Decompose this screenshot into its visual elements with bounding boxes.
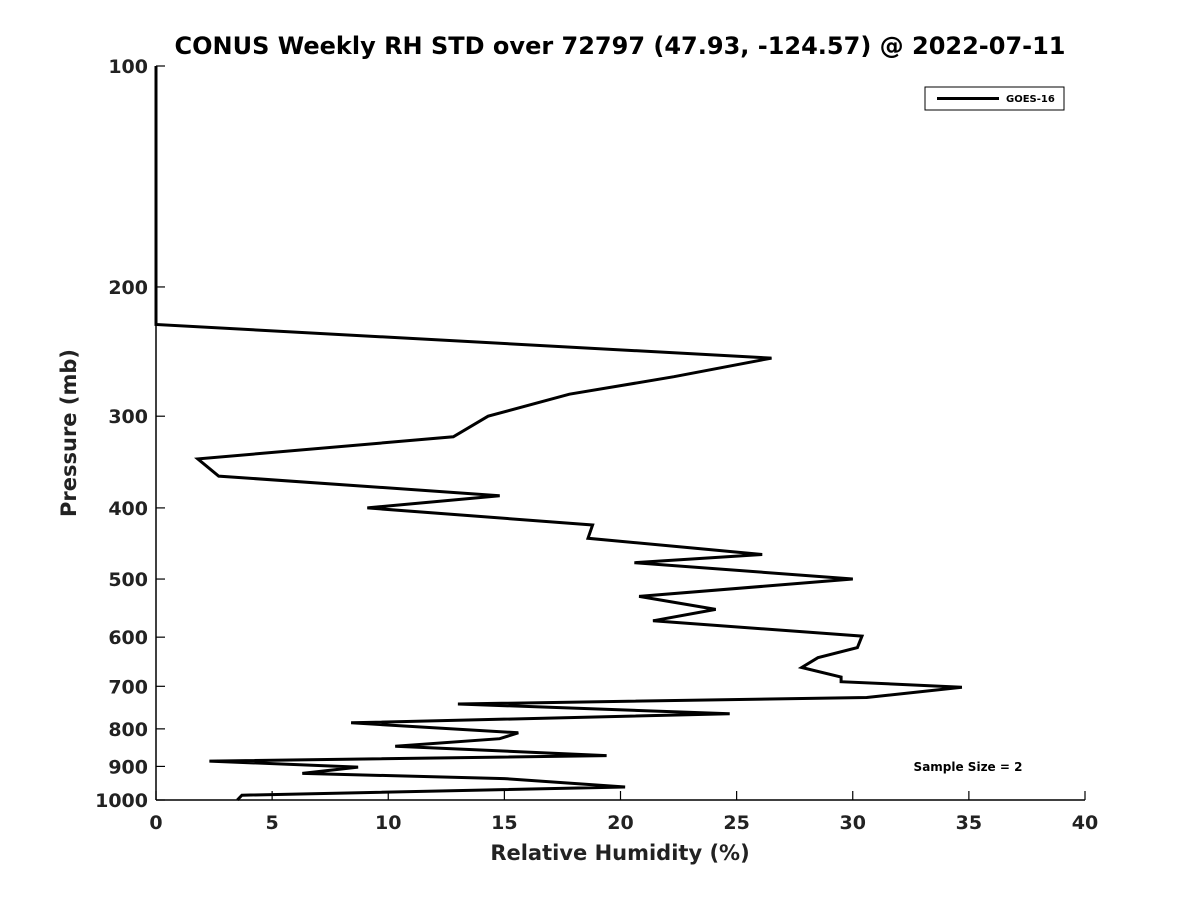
y-axis-label: Pressure (mb) [57,349,81,517]
sample-size-annotation: Sample Size = 2 [914,760,1023,774]
x-tick-label: 40 [1072,812,1098,834]
chart-title: CONUS Weekly RH STD over 72797 (47.93, -… [174,32,1065,60]
x-tick-label: 0 [149,812,162,834]
y-tick-label: 400 [108,498,148,520]
x-tick-label: 35 [956,812,982,834]
y-tick-label: 1000 [95,790,148,812]
x-tick-label: 15 [491,812,517,834]
x-tick-label: 5 [266,812,279,834]
legend-entry-goes-16: GOES-16 [1006,94,1055,105]
legend: GOES-16 [924,86,1065,111]
x-axis-label: Relative Humidity (%) [490,841,749,865]
y-tick-label: 200 [108,277,148,299]
y-tick-label: 900 [108,756,148,778]
x-tick-label: 20 [607,812,633,834]
y-tick-label: 700 [108,676,148,698]
y-tick-label: 800 [108,719,148,741]
x-ticks: 0 5 10 15 20 25 30 35 40 [149,791,1098,834]
x-tick-label: 30 [840,812,866,834]
y-ticks: 100 200 300 400 500 600 700 800 900 1000 [95,56,165,812]
y-tick-label: 500 [108,569,148,591]
x-tick-label: 25 [723,812,749,834]
y-tick-label: 300 [108,406,148,428]
y-tick-label: 100 [108,56,148,78]
series-line-goes-16 [154,66,963,802]
x-tick-label: 10 [375,812,401,834]
y-tick-label: 600 [108,627,148,649]
